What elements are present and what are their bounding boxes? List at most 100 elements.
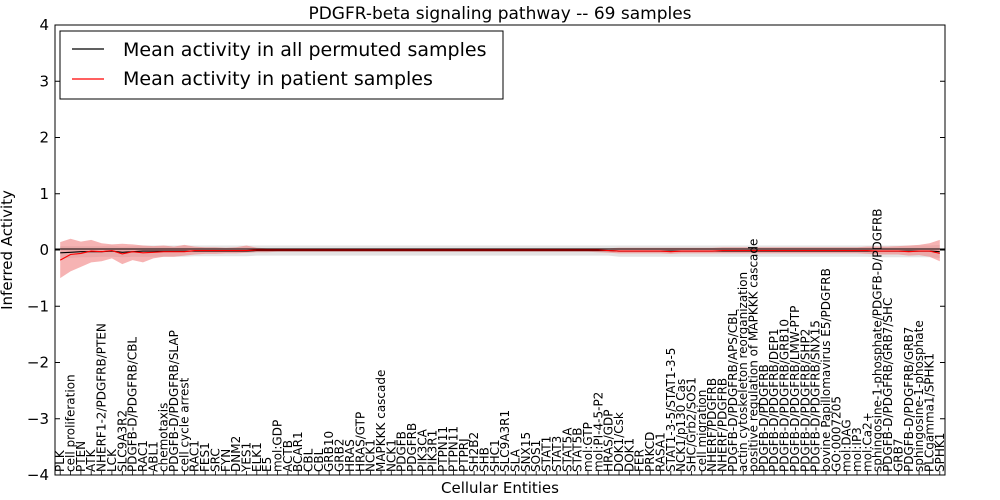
category-label: PDGFB-D/PDGFRB/SHP2 bbox=[798, 329, 812, 472]
category-label: PLK bbox=[53, 449, 67, 472]
category-label: PDGFB-D/PDGFRB/SNX15 bbox=[809, 320, 823, 472]
category-label: SPHK1 bbox=[933, 433, 947, 472]
category-label: CBL bbox=[312, 448, 326, 472]
category-label: GRB10 bbox=[322, 431, 336, 472]
category-label: NHERF/PDGFRB bbox=[705, 378, 719, 472]
category-label: PIK3CA bbox=[415, 428, 429, 472]
category-label: NHERF/PDGFRB bbox=[716, 378, 730, 472]
category-label: FER bbox=[633, 449, 647, 472]
category-label: cell migration bbox=[695, 390, 709, 472]
y-tick-label: −4 bbox=[27, 466, 49, 484]
y-tick-label: 1 bbox=[39, 185, 49, 203]
category-label: NHERF1-2/PDGFRB/PTEN bbox=[95, 323, 109, 472]
category-label: positive regulation of MAPKKK cascade bbox=[747, 239, 761, 472]
category-label: sphingosine-1-phosphate/PDGFB-D/PDGFRB bbox=[871, 208, 885, 472]
category-label: PTPRJ bbox=[457, 438, 471, 472]
category-label: cell proliferation bbox=[64, 374, 78, 472]
category-label: PDGFB-D/PDGFRB/GRB10 bbox=[778, 319, 792, 472]
category-label: CBL bbox=[302, 448, 316, 472]
category-label: PLCgamma1/SPHK1 bbox=[923, 353, 937, 472]
category-label: PRKCD bbox=[643, 432, 657, 472]
category-label: mol:IP3 bbox=[850, 427, 864, 472]
category-label: ABL1 bbox=[146, 441, 160, 472]
category-label: PDGFB-D/PDGFRB/CBL bbox=[126, 337, 140, 472]
y-tick-label: −1 bbox=[27, 297, 49, 315]
category-label: ATK bbox=[84, 448, 98, 472]
category-label: MAPKKK cascade bbox=[374, 370, 388, 472]
category-label: STAT1-3-5/STAT1-3-5 bbox=[664, 348, 678, 472]
category-label: mol:PI-4-5-P2 bbox=[591, 392, 605, 472]
category-label: PDGFB-D/PDGFRB/APS/CBL bbox=[726, 309, 740, 472]
category-label: NCK1 bbox=[384, 439, 398, 472]
category-label: chemotaxis bbox=[157, 403, 171, 472]
category-label: PTPN11 bbox=[446, 426, 460, 472]
category-label: bovine Papillomavirus E5/PDGFRB bbox=[819, 268, 833, 472]
category-label: ACTB bbox=[281, 440, 295, 472]
legend-label-patient: Mean activity in patient samples bbox=[123, 68, 433, 90]
category-label: actin cytoskeleton reorganization bbox=[736, 272, 750, 472]
category-label: PDGFB bbox=[395, 431, 409, 472]
category-label: BCAR1 bbox=[291, 431, 305, 472]
category-label: SH2B2 bbox=[467, 432, 481, 472]
category-label: sphingosine-1-phosphate bbox=[912, 320, 926, 472]
y-axis-ticks: −4 −3 −2 −1 0 1 2 3 4 bbox=[27, 16, 945, 484]
category-label: SLC9A3R1 bbox=[498, 410, 512, 472]
category-label: YES1 bbox=[240, 442, 254, 473]
category-label: SHC1 bbox=[488, 439, 502, 472]
category-label: PDGFB-D/PDGFRB/GRB7 bbox=[902, 327, 916, 472]
category-label: SRC bbox=[208, 448, 222, 472]
category-label: NCK1 bbox=[364, 439, 378, 472]
category-label: cell cycle arrest bbox=[177, 377, 191, 472]
category-label: PTEN bbox=[74, 441, 88, 472]
category-label: DOK1/Csk bbox=[612, 412, 626, 472]
category-label: STAT1 bbox=[540, 436, 554, 472]
series-lines bbox=[59, 249, 940, 261]
category-label: STAT5B bbox=[571, 428, 585, 473]
y-tick-label: 2 bbox=[39, 129, 49, 147]
category-label: HRAS/GDP bbox=[602, 409, 616, 472]
x-axis-label: Cellular Entities bbox=[441, 479, 559, 497]
category-label: E5 bbox=[260, 457, 274, 472]
legend-box bbox=[59, 30, 504, 100]
category-label: SOS1 bbox=[529, 440, 543, 472]
y-tick-label: 0 bbox=[39, 241, 49, 259]
category-label: PIK3R1 bbox=[426, 430, 440, 472]
category-label: SHC/Grb2/SOS1 bbox=[685, 377, 699, 472]
category-label: GO:0007205 bbox=[829, 396, 843, 472]
y-tick-label: −2 bbox=[27, 354, 49, 372]
category-label: RASA1 bbox=[653, 432, 667, 472]
category-label: RAC1 bbox=[136, 440, 150, 472]
category-label: RAC1 bbox=[188, 440, 202, 472]
category-label: SNX15 bbox=[519, 432, 533, 472]
y-tick-label: 4 bbox=[39, 16, 49, 34]
category-label: PDGFB-D/PDGFRB/GRB7/SHC bbox=[881, 298, 895, 472]
y-tick-label: −3 bbox=[27, 410, 49, 428]
category-label: mol:DAG bbox=[840, 419, 854, 472]
category-label: GRB2 bbox=[333, 438, 347, 472]
category-label: PDGFB-D/PDGFRB/SLAP bbox=[167, 330, 181, 472]
category-label: DOK1 bbox=[622, 438, 636, 472]
category-label: SLA bbox=[509, 448, 523, 472]
category-label: DNM2 bbox=[229, 436, 243, 472]
category-label: PDGFB-D/PDGFRB bbox=[757, 364, 771, 472]
chart-title: PDGFR-beta signaling pathway -- 69 sampl… bbox=[308, 4, 691, 24]
line-series-1 bbox=[59, 249, 940, 261]
category-label: PDGFB-D/PDGFRB/LMW-PTP bbox=[788, 306, 802, 472]
category-label: HRAS/GTP bbox=[353, 412, 367, 472]
category-label: STAT5A bbox=[560, 427, 574, 472]
category-label: SLC9A3R2 bbox=[115, 410, 129, 472]
category-label: FES1 bbox=[198, 442, 212, 472]
category-label: mol:GDP bbox=[271, 420, 285, 472]
legend: Mean activity in all permuted samples Me… bbox=[59, 30, 504, 100]
category-label: SHB bbox=[478, 447, 492, 472]
category-label: LCK bbox=[105, 448, 119, 472]
category-label: PDGFB-D/PDGFRB/DEP1 bbox=[767, 328, 781, 472]
category-label: mol:Ca2+ bbox=[860, 412, 874, 472]
legend-label-permuted: Mean activity in all permuted samples bbox=[123, 39, 486, 61]
category-label: FYN bbox=[219, 449, 233, 472]
category-label: STAT3 bbox=[550, 436, 564, 472]
category-label: PTPN11 bbox=[436, 426, 450, 472]
category-label: NCK1/p130 Cas bbox=[674, 379, 688, 472]
